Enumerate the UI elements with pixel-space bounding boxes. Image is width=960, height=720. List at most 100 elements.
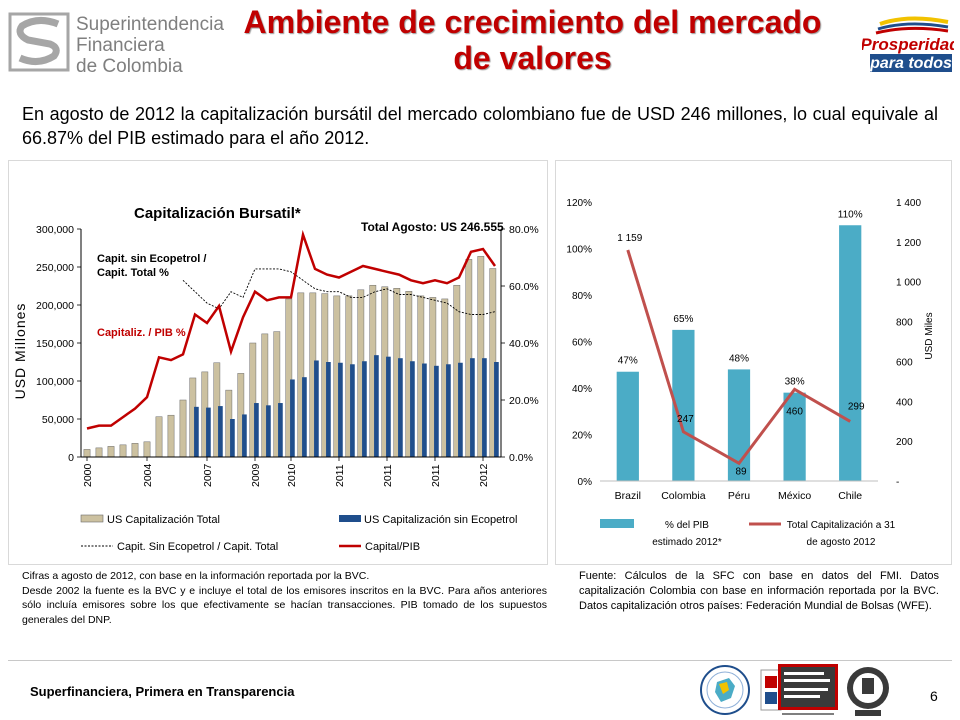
cert-stamp xyxy=(760,669,782,711)
x-tick-label: México xyxy=(778,490,811,502)
y2-tick-label: 0.0% xyxy=(509,452,533,464)
y2-tick-label: 600 xyxy=(896,357,913,368)
y2-tick-label: 200 xyxy=(896,437,913,448)
bar-sin-ecopetrol xyxy=(398,358,403,457)
bar-pib-pct xyxy=(839,225,862,481)
bars-sin-ecopetrol xyxy=(194,355,499,457)
bar-total xyxy=(155,416,163,458)
y-tick-label: 60% xyxy=(572,338,592,349)
bar-sin-ecopetrol xyxy=(362,361,367,457)
sfc-logo-text: Superintendencia Financiera de Colombia xyxy=(76,14,224,77)
y2-tick-label: 1 400 xyxy=(896,198,921,209)
x-tick-label: 2011 xyxy=(334,464,346,487)
bar-sin-ecopetrol xyxy=(338,362,343,457)
bar-pib-pct xyxy=(783,392,806,481)
line-label: 460 xyxy=(786,406,803,417)
ecopetrol-annotation-1: Capit. sin Ecopetrol / xyxy=(97,253,206,265)
bureau-veritas-logo xyxy=(847,667,889,716)
y2-tick-label: 1 200 xyxy=(896,238,921,249)
line-label: 1 159 xyxy=(617,233,642,244)
y2-tick-label: 80.0% xyxy=(509,224,539,236)
pib-annotation: Capitaliz. / PIB % xyxy=(97,327,186,339)
y-tick-label: 50,000 xyxy=(42,414,74,426)
x-tick-label: 2010 xyxy=(286,463,298,487)
y-tick-label: 120% xyxy=(566,198,592,209)
y2-tick-label: 60.0% xyxy=(509,281,539,293)
line-ratio-ecopetrol xyxy=(182,268,496,315)
bar-label: 48% xyxy=(729,353,749,364)
bar-label: 38% xyxy=(785,377,805,388)
legend-label-total: US Capitalización Total xyxy=(107,514,220,526)
legend-label-cap-2: de agosto 2012 xyxy=(807,537,876,548)
left-footnote-line-2: Desde 2002 la fuente es la BVC y e inclu… xyxy=(22,584,547,626)
y-tick-label: 250,000 xyxy=(36,262,74,274)
total-annotation: Total Agosto: US 246.555 xyxy=(361,220,504,234)
capitalizacion-chart: Capitalización Bursatil* Total Agosto: U… xyxy=(12,205,539,553)
ratio-lines xyxy=(86,229,497,430)
right-legend: % del PIB estimado 2012* Total Capitaliz… xyxy=(600,519,896,548)
cert-seal-1 xyxy=(700,665,750,715)
bar-sin-ecopetrol xyxy=(494,362,499,457)
y2-tick-label: 400 xyxy=(896,397,913,408)
bar-label: 47% xyxy=(618,356,638,367)
legend-swatch-total xyxy=(80,514,104,523)
y-tick-label: 100% xyxy=(566,245,592,256)
x-tick-label: 2004 xyxy=(142,463,154,487)
y-tick-label: 40% xyxy=(572,384,592,395)
x-tick-label: 2000 xyxy=(82,463,94,487)
footer-text: Superfinanciera, Primera en Transparenci… xyxy=(30,684,295,699)
page-title: Ambiente de crecimiento del mercado de v… xyxy=(243,4,822,76)
sfc-logo: Superintendencia Financiera de Colombia xyxy=(8,10,224,77)
x-tick-label: Chile xyxy=(838,490,862,502)
y-axis-label: USD Millones xyxy=(12,303,28,400)
bar-label: 65% xyxy=(673,314,693,325)
bar-total xyxy=(167,414,175,458)
line-label: 247 xyxy=(677,414,694,425)
bar-sin-ecopetrol xyxy=(446,364,451,457)
legend-label-ecop: US Capitalización sin Ecopetrol xyxy=(364,514,517,526)
line-capital-pib xyxy=(86,229,497,430)
bar-total xyxy=(83,449,91,458)
bar-sin-ecopetrol xyxy=(470,358,475,457)
bar-pib-pct xyxy=(727,369,751,481)
right-axes: 0% 20% 40% 60% 80% 100% 120% - 200 400 600 800 1 000… xyxy=(566,198,921,502)
bar-sin-ecopetrol xyxy=(278,403,283,457)
line-label: 299 xyxy=(848,401,865,412)
bar-sin-ecopetrol xyxy=(350,364,355,457)
x-tick-label: Colombia xyxy=(661,490,706,502)
left-axes: 0 50,000 100,000 150,000 200,000 250,000 300,0… xyxy=(36,224,539,487)
bar-sin-ecopetrol xyxy=(194,406,199,457)
y2-tick-label: 40.0% xyxy=(509,338,539,350)
y2-tick-label: - xyxy=(896,477,899,488)
legend-swatch-pib-pct xyxy=(600,519,634,528)
bar-sin-ecopetrol xyxy=(242,414,247,457)
bar-sin-ecopetrol xyxy=(482,358,487,457)
y-tick-label: 0% xyxy=(578,477,593,488)
legend-label-cap-1: Total Capitalización a 31 xyxy=(787,520,896,531)
cert-iso-box xyxy=(778,664,838,715)
bar-total xyxy=(143,441,151,458)
bar-total xyxy=(131,443,139,458)
right-chart-panel: 47% 65% 48% 38% 110% 1 159 247 89 460 299 0% 20% 4… xyxy=(555,160,952,565)
y-tick-label: 20% xyxy=(572,431,592,442)
chart-title: Capitalización Bursatil* xyxy=(134,205,301,222)
bar-sin-ecopetrol xyxy=(266,405,271,457)
capitalizacion-line: 1 159 247 89 460 299 xyxy=(617,233,865,477)
bar-sin-ecopetrol xyxy=(302,377,307,457)
intro-paragraph: En agosto de 2012 la capitalización burs… xyxy=(22,104,938,148)
line-total-capitalizacion xyxy=(626,249,851,466)
countries-chart: 47% 65% 48% 38% 110% 1 159 247 89 460 299 0% 20% 4… xyxy=(566,198,935,548)
legend-swatch-ecop xyxy=(339,515,361,522)
bar-pib-pct xyxy=(616,371,639,481)
logo-line-2: para todos xyxy=(869,55,952,72)
logo-line-1: Prosperidad xyxy=(862,35,954,54)
bar-total xyxy=(107,446,115,458)
legend-label-pib-1: % del PIB xyxy=(665,520,709,531)
y-tick-label: 0 xyxy=(68,452,74,464)
legend-label-ratio: Capit. Sin Ecopetrol / Capit. Total xyxy=(117,541,278,553)
bar-sin-ecopetrol xyxy=(410,361,415,457)
bar-sin-ecopetrol xyxy=(374,355,379,457)
bar-sin-ecopetrol xyxy=(314,360,319,457)
x-tick-label: Péru xyxy=(728,490,750,502)
bar-total xyxy=(179,399,187,458)
